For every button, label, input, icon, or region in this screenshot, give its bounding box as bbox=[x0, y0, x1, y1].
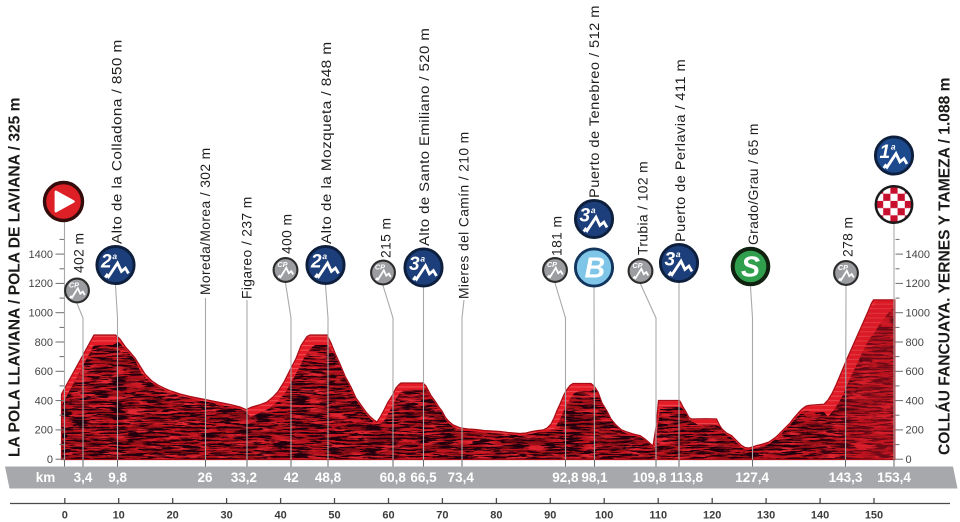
svg-text:1200: 1200 bbox=[29, 278, 53, 290]
svg-text:800: 800 bbox=[906, 337, 924, 349]
svg-text:402 m: 402 m bbox=[72, 233, 87, 273]
svg-text:0: 0 bbox=[62, 510, 68, 522]
svg-text:90: 90 bbox=[544, 510, 556, 522]
svg-text:127,4: 127,4 bbox=[735, 470, 769, 485]
svg-text:215 m: 215 m bbox=[379, 218, 394, 258]
svg-text:Alto de la Mozqueta / 848 m: Alto de la Mozqueta / 848 m bbox=[320, 41, 335, 244]
svg-text:B: B bbox=[585, 253, 606, 285]
svg-text:10: 10 bbox=[113, 510, 125, 522]
svg-text:33,2: 33,2 bbox=[231, 470, 257, 485]
svg-text:181 m: 181 m bbox=[550, 216, 565, 256]
svg-text:LA POLA LLAVIANA / POLA DE LAV: LA POLA LLAVIANA / POLA DE LAVIANA / 325… bbox=[7, 97, 24, 457]
svg-text:200: 200 bbox=[906, 425, 924, 437]
svg-text:Alto de la Colladona / 850 m: Alto de la Colladona / 850 m bbox=[110, 39, 125, 244]
svg-text:Puerto de Perlavia / 411 m: Puerto de Perlavia / 411 m bbox=[673, 59, 689, 242]
svg-text:1: 1 bbox=[880, 142, 891, 163]
svg-text:1400: 1400 bbox=[29, 249, 53, 261]
svg-text:CP: CP bbox=[375, 262, 385, 271]
svg-text:CP: CP bbox=[69, 280, 79, 289]
svg-text:109,8: 109,8 bbox=[633, 470, 667, 485]
svg-text:50: 50 bbox=[328, 510, 340, 522]
svg-text:CP: CP bbox=[838, 263, 848, 272]
svg-text:70: 70 bbox=[436, 510, 448, 522]
svg-text:1000: 1000 bbox=[906, 308, 930, 320]
svg-text:Trubia / 102 m: Trubia / 102 m bbox=[636, 161, 651, 255]
svg-text:ª: ª bbox=[322, 252, 328, 267]
svg-text:Figareo / 237 m: Figareo / 237 m bbox=[240, 196, 255, 299]
svg-text:110: 110 bbox=[649, 510, 667, 522]
svg-text:2: 2 bbox=[310, 251, 322, 272]
svg-text:9,8: 9,8 bbox=[108, 470, 127, 485]
svg-text:200: 200 bbox=[35, 425, 53, 437]
svg-text:1200: 1200 bbox=[906, 278, 930, 290]
svg-text:CP: CP bbox=[277, 260, 287, 269]
svg-text:ª: ª bbox=[112, 252, 118, 267]
svg-text:140: 140 bbox=[811, 510, 829, 522]
svg-text:3: 3 bbox=[665, 249, 676, 270]
svg-text:ª: ª bbox=[890, 142, 896, 157]
svg-text:60: 60 bbox=[382, 510, 394, 522]
svg-text:ª: ª bbox=[420, 254, 426, 269]
svg-text:0: 0 bbox=[47, 454, 53, 466]
svg-text:26: 26 bbox=[197, 470, 213, 485]
svg-text:98,1: 98,1 bbox=[581, 470, 608, 485]
svg-text:CP: CP bbox=[547, 260, 557, 269]
svg-text:Grado/Grau / 65 m: Grado/Grau / 65 m bbox=[746, 123, 761, 245]
svg-text:ª: ª bbox=[675, 250, 681, 265]
svg-text:48,8: 48,8 bbox=[315, 470, 342, 485]
svg-text:CP: CP bbox=[632, 261, 642, 270]
svg-text:150: 150 bbox=[865, 510, 883, 522]
svg-text:40: 40 bbox=[274, 510, 286, 522]
svg-text:ª: ª bbox=[590, 206, 596, 221]
svg-text:2: 2 bbox=[100, 251, 112, 272]
svg-text:Moreda/Morea / 302 m: Moreda/Morea / 302 m bbox=[198, 147, 213, 295]
svg-text:30: 30 bbox=[220, 510, 232, 522]
svg-text:100: 100 bbox=[595, 510, 613, 522]
svg-text:113,8: 113,8 bbox=[670, 470, 704, 485]
svg-text:COLLÁU FANCUAYA. YERNES Y TAME: COLLÁU FANCUAYA. YERNES Y TAMEZA / 1.088… bbox=[935, 77, 954, 455]
svg-text:600: 600 bbox=[906, 366, 924, 378]
svg-text:278 m: 278 m bbox=[841, 217, 856, 257]
svg-text:Mieres del Camín / 210 m: Mieres del Camín / 210 m bbox=[457, 131, 472, 299]
svg-text:1400: 1400 bbox=[906, 249, 930, 261]
svg-text:130: 130 bbox=[757, 510, 775, 522]
svg-text:1000: 1000 bbox=[29, 308, 53, 320]
svg-text:km: km bbox=[36, 470, 56, 485]
svg-text:20: 20 bbox=[167, 510, 179, 522]
svg-text:0: 0 bbox=[906, 454, 912, 466]
svg-text:66,5: 66,5 bbox=[410, 470, 437, 485]
svg-text:400: 400 bbox=[906, 395, 924, 407]
svg-text:92,8: 92,8 bbox=[552, 470, 579, 485]
svg-text:400 m: 400 m bbox=[280, 214, 295, 254]
svg-text:400: 400 bbox=[35, 395, 53, 407]
svg-text:120: 120 bbox=[703, 510, 721, 522]
svg-text:42: 42 bbox=[284, 470, 299, 485]
svg-text:S: S bbox=[741, 252, 760, 284]
svg-text:60,8: 60,8 bbox=[380, 470, 407, 485]
svg-text:3: 3 bbox=[409, 254, 420, 275]
svg-text:143,3: 143,3 bbox=[829, 470, 863, 485]
svg-text:3: 3 bbox=[580, 205, 591, 226]
svg-text:800: 800 bbox=[35, 337, 53, 349]
svg-text:80: 80 bbox=[490, 510, 502, 522]
svg-text:Puerto de Tenebreo / 512 m: Puerto de Tenebreo / 512 m bbox=[587, 5, 602, 198]
svg-text:600: 600 bbox=[35, 366, 53, 378]
svg-text:Alto de Santo Emiliano / 520 m: Alto de Santo Emiliano / 520 m bbox=[417, 28, 432, 246]
svg-text:3,4: 3,4 bbox=[74, 470, 93, 485]
svg-text:153,4: 153,4 bbox=[877, 470, 911, 485]
svg-text:73,4: 73,4 bbox=[448, 470, 475, 485]
